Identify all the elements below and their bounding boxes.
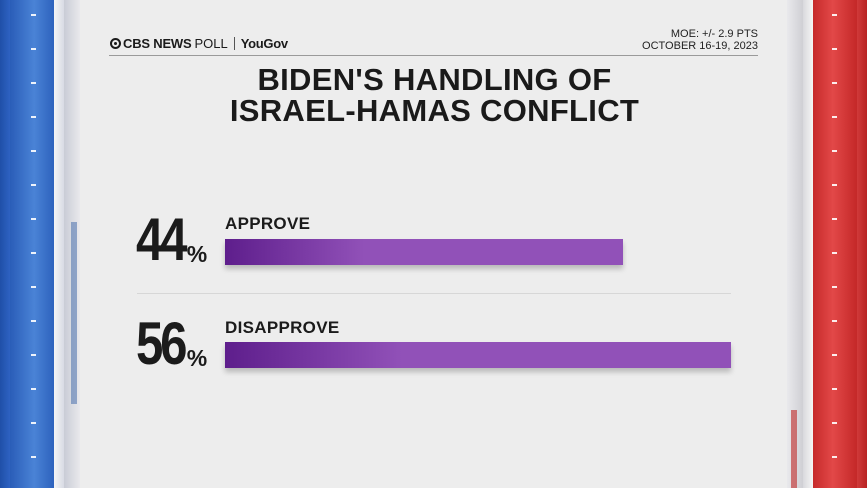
left-pillar-tick bbox=[31, 252, 36, 254]
right-pillar-tick bbox=[832, 422, 837, 424]
value-label-approve: 44 % bbox=[136, 206, 208, 273]
right-pillar-tick bbox=[832, 116, 837, 118]
margin-of-error: MOE: +/- 2.9 PTS bbox=[670, 28, 758, 40]
left-pillar-tick bbox=[31, 422, 36, 424]
left-pillar-edge bbox=[54, 0, 64, 488]
chart-title-line-1: BIDEN'S HANDLING OF bbox=[257, 62, 612, 97]
left-pillar-tick bbox=[31, 150, 36, 152]
brand-yougov: YouGov bbox=[240, 35, 288, 51]
brand-cbs-news: CBS NEWS bbox=[123, 35, 192, 51]
brand-logo: CBS NEWS POLL YouGov bbox=[110, 35, 288, 51]
right-pillar-outer bbox=[857, 0, 867, 488]
left-pillar-outer bbox=[0, 0, 10, 488]
right-pillar-tick bbox=[832, 252, 837, 254]
right-pillar-tick bbox=[832, 14, 837, 16]
chart-title-line-2: ISRAEL-HAMAS CONFLICT bbox=[229, 93, 640, 128]
value-label-disapprove: 56 % bbox=[136, 310, 208, 377]
percent-sign-approve: % bbox=[186, 241, 208, 267]
right-pillar-tick bbox=[832, 456, 837, 458]
poll-info: MOE: +/- 2.9 PTS OCTOBER 16-19, 2023 bbox=[642, 28, 758, 52]
bar-disapprove bbox=[225, 342, 731, 368]
right-red-pillar bbox=[813, 0, 857, 488]
chart-title: BIDEN'S HANDLING OF ISRAEL-HAMAS CONFLIC… bbox=[110, 64, 759, 126]
right-pillar-tick bbox=[832, 354, 837, 356]
category-label-approve: APPROVE bbox=[225, 214, 311, 233]
right-pillar-tick bbox=[832, 286, 837, 288]
left-pillar-tick bbox=[31, 456, 36, 458]
right-pillar-tick bbox=[832, 320, 837, 322]
category-label-disapprove: DISAPPROVE bbox=[225, 318, 340, 337]
header-divider bbox=[109, 55, 758, 56]
right-pillar-tick bbox=[832, 218, 837, 220]
left-pillar-tick bbox=[31, 82, 36, 84]
right-pillar-tick bbox=[832, 150, 837, 152]
percent-sign-disapprove: % bbox=[186, 345, 208, 371]
left-pillar-tick bbox=[31, 218, 36, 220]
right-pillar-tick bbox=[832, 48, 837, 50]
row-divider bbox=[137, 293, 731, 294]
left-pillar-tick bbox=[31, 388, 36, 390]
left-blue-pillar bbox=[10, 0, 54, 488]
left-pillar-tick bbox=[31, 184, 36, 186]
left-pillar-tick bbox=[31, 320, 36, 322]
cbs-eye-icon bbox=[110, 37, 121, 49]
right-accent-strip bbox=[791, 410, 797, 488]
poll-dates: OCTOBER 16-19, 2023 bbox=[642, 40, 758, 52]
value-number-disapprove: 56 bbox=[136, 310, 187, 377]
right-pillar-tick bbox=[832, 184, 837, 186]
right-pillar-edge bbox=[803, 0, 813, 488]
right-pillar-tick bbox=[832, 82, 837, 84]
right-pillar-shade bbox=[787, 0, 803, 488]
left-pillar-tick bbox=[31, 354, 36, 356]
brand-separator bbox=[233, 36, 235, 50]
left-pillar-tick bbox=[31, 14, 36, 16]
value-number-approve: 44 bbox=[136, 206, 187, 273]
left-pillar-tick bbox=[31, 48, 36, 50]
left-pillar-tick bbox=[31, 286, 36, 288]
brand-poll: POLL bbox=[194, 35, 228, 51]
left-pillar-tick bbox=[31, 116, 36, 118]
left-accent-strip bbox=[71, 222, 77, 404]
right-pillar-tick bbox=[832, 388, 837, 390]
bar-approve bbox=[225, 239, 623, 265]
